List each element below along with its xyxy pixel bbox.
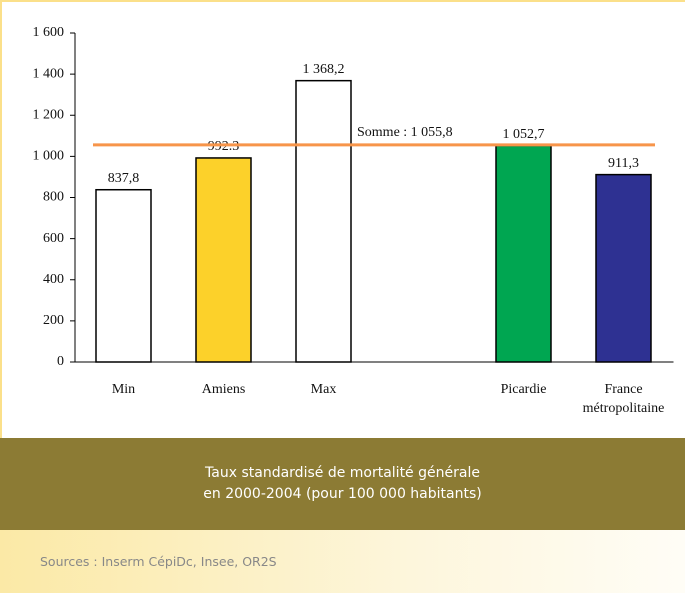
x-tick-label: Max	[310, 382, 337, 397]
bar	[295, 79, 352, 363]
x-tick-label: Amiens	[201, 382, 246, 397]
x-tick-label: France métropolitaine	[582, 382, 665, 416]
chart: 0 200 400 600 800 1 000 1 200 1 400 1 600 837,8 99…	[33, 25, 674, 369]
reference-label: Somme : 1 055,8	[357, 125, 453, 140]
source: Sources : Inserm CépiDc, Insee, OR2S	[0, 530, 685, 593]
caption-line: Taux standardisé de mortalité générale	[205, 465, 480, 481]
y-tick-label: 1 200	[33, 107, 65, 122]
bar	[495, 144, 552, 363]
y-tick-label: 1 000	[33, 149, 65, 164]
value-label: 1 052,7	[503, 127, 545, 142]
bar	[195, 157, 252, 363]
y-tick-label: 800	[43, 190, 64, 205]
value-label: 837,8	[108, 171, 140, 186]
x-tick-label: Picardie	[500, 382, 547, 397]
y-tick-label: 1 600	[33, 25, 65, 40]
value-label: 911,3	[608, 156, 639, 171]
bar	[595, 173, 652, 363]
y-tick-label: 0	[57, 354, 64, 369]
caption-banner: Taux standardisé de mortalité générale e…	[0, 438, 685, 530]
x-tick-label: Min	[111, 382, 136, 397]
caption-line: en 2000-2004 (pour 100 000 habitants)	[203, 486, 482, 502]
frame	[0, 0, 685, 438]
y-tick-label: 200	[43, 313, 64, 328]
bar	[95, 188, 152, 363]
value-label: 1 368,2	[303, 62, 345, 77]
value-label: 992.3	[208, 139, 240, 154]
y-tick-label: 400	[43, 272, 64, 287]
y-tick-label: 1 400	[33, 66, 65, 81]
y-tick-label: 600	[43, 231, 64, 246]
